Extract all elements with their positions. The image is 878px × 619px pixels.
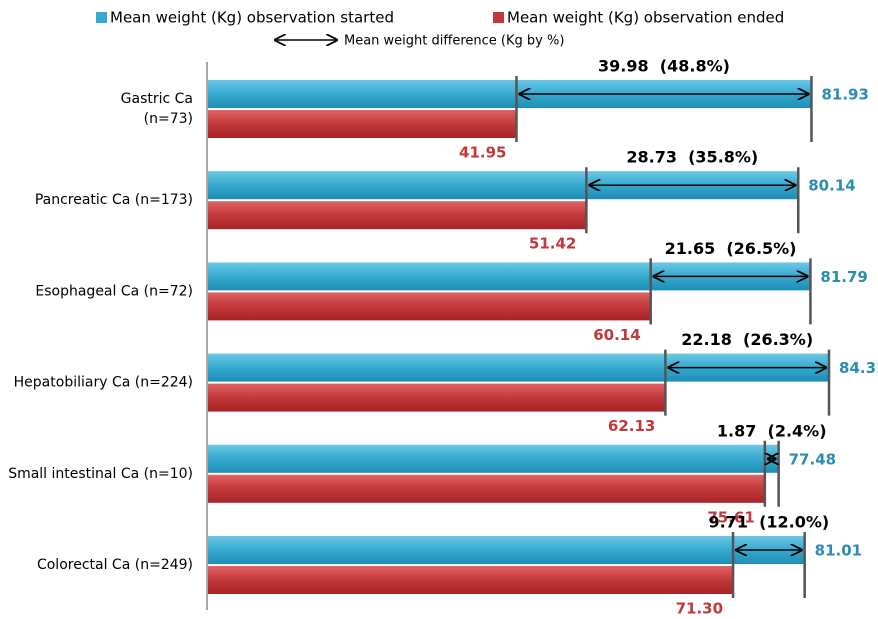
value-label: 41.95 (459, 144, 506, 162)
value-label: 84.31 (839, 359, 878, 377)
bar (208, 292, 651, 321)
value-label: 60.14 (593, 326, 640, 344)
y-tick-label: Colorectal Ca (n=249) (37, 557, 193, 573)
difference-label: 21.65 (26.5%) (665, 239, 797, 258)
legend-swatch (96, 12, 107, 23)
difference-label: 28.73 (35.8%) (626, 148, 758, 167)
value-label: 75.61 (707, 508, 754, 526)
bar (208, 110, 517, 138)
bar (208, 474, 765, 503)
value-label: 77.48 (789, 450, 836, 468)
y-tick-label: Gastric Ca (n=73) (121, 91, 193, 127)
value-label: 81.93 (821, 86, 868, 104)
value-label: 81.79 (820, 268, 867, 286)
y-tick-label: Esophageal Ca (n=72) (35, 283, 193, 299)
value-label: 71.30 (676, 600, 723, 618)
y-tick-label: Small intestinal Ca (n=10) (8, 466, 193, 482)
bar (208, 201, 587, 230)
difference-label: 39.98 (48.8%) (598, 57, 730, 76)
legend-label: Mean weight difference (Kg by %) (344, 34, 564, 49)
bar (208, 536, 805, 564)
value-label: 81.01 (815, 542, 862, 560)
difference-label: 22.18 (26.3%) (681, 330, 813, 349)
value-label: 62.13 (608, 417, 655, 435)
difference-label: 9.71 (12.0%) (708, 513, 829, 532)
difference-label: 1.87 (2.4%) (717, 421, 827, 440)
bar (208, 566, 734, 594)
bar (208, 383, 666, 412)
legend-label: Mean weight (Kg) observation started (110, 9, 394, 27)
bar (208, 444, 779, 473)
value-label: 51.42 (529, 235, 576, 253)
y-tick-label: Pancreatic Ca (n=173) (35, 192, 193, 208)
value-label: 80.14 (808, 177, 855, 195)
legend-swatch (493, 12, 504, 23)
legend-label: Mean weight (Kg) observation ended (507, 9, 784, 27)
y-tick-label: Hepatobiliary Ca (n=224) (14, 375, 193, 391)
